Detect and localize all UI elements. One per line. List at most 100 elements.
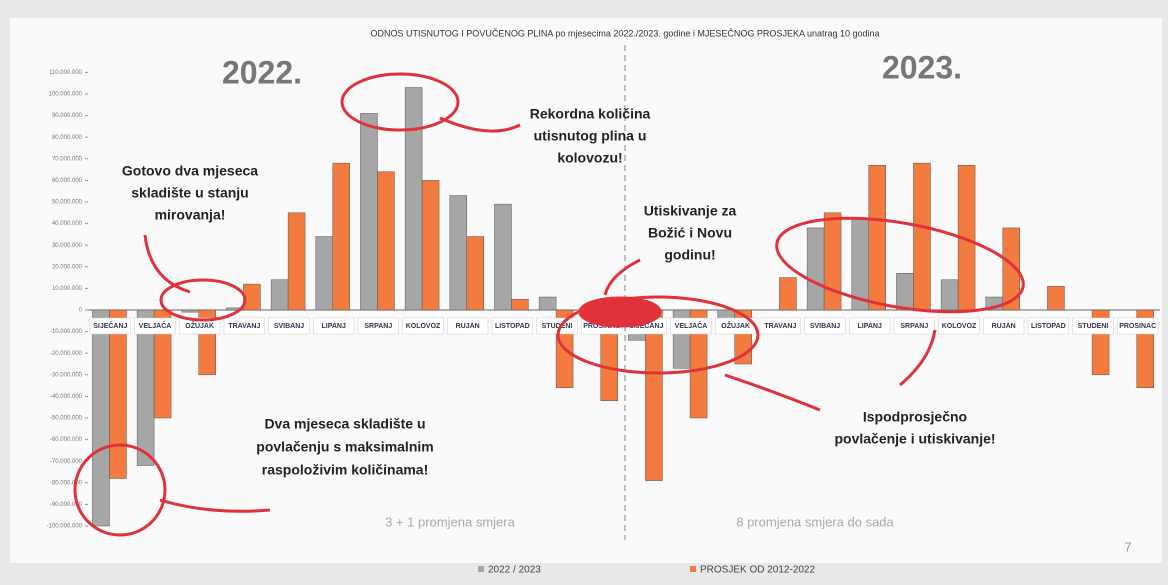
x-tick-label: KOLOVOZ <box>406 323 441 330</box>
y-tick-label: -40.000.000 <box>50 394 83 400</box>
category-box <box>447 317 489 335</box>
year-label: 2022. <box>222 54 302 90</box>
annotation: povlačenje i utiskivanje! <box>834 431 995 447</box>
annotation: raspoloživim količinama! <box>262 462 429 478</box>
y-tick-label: 0 <box>79 308 83 314</box>
page-number: 7 <box>1124 539 1131 554</box>
annotation: godinu! <box>664 247 715 263</box>
x-tick-label: SRPANJ <box>364 323 392 330</box>
arrow <box>143 234 191 294</box>
category-box <box>402 317 444 335</box>
bar <box>466 236 484 311</box>
bar <box>287 212 306 311</box>
bar <box>332 162 350 311</box>
y-tick-label: 110.000.000 <box>49 70 83 76</box>
highlight-ellipse <box>775 216 1025 314</box>
bar <box>1047 285 1065 311</box>
category-box <box>804 317 846 335</box>
x-tick-label: LIPANJ <box>321 323 345 330</box>
y-tick-label: -80.000.000 <box>50 480 83 486</box>
bar <box>779 277 797 311</box>
y-tick-label: 40.000.000 <box>52 221 83 227</box>
x-tick-label: TRAVANJ <box>228 323 260 330</box>
bar <box>181 309 200 313</box>
category-box <box>849 317 891 335</box>
annotation: Rekordna količina <box>530 106 651 122</box>
bar <box>421 180 440 311</box>
x-tick-label: LISTOPAD <box>1031 323 1066 330</box>
category-box <box>1072 317 1114 335</box>
y-tick-label: -60.000.000 <box>50 437 83 443</box>
bar <box>449 195 468 311</box>
legend: 2022 / 2023 PROSJEK OD 2012-2022 <box>478 565 815 576</box>
y-tick-label: -50.000.000 <box>50 416 83 422</box>
legend-label: PROSJEK OD 2012-2022 <box>700 565 815 576</box>
bar <box>494 203 512 311</box>
arrow <box>159 498 271 513</box>
arrow <box>899 329 937 387</box>
x-tick-label: RUJAN <box>456 323 480 330</box>
annotation: Dva mjeseca skladište u <box>264 416 425 432</box>
annotation: mirovanja! <box>155 207 226 223</box>
annotation: Gotovo dva mjeseca <box>122 163 258 179</box>
y-tick-label: 100.000.000 <box>49 92 83 98</box>
arrow <box>603 258 641 296</box>
x-tick-label: SIJEČANJ <box>93 321 127 330</box>
annotation: Utiskivanje za <box>644 203 737 219</box>
y-tick-label: -100.000.000 <box>47 524 83 530</box>
y-tick-label: -30.000.000 <box>50 372 83 378</box>
y-tick-label: 30.000.000 <box>52 243 83 249</box>
y-tick-label: 90.000.000 <box>52 113 83 119</box>
category-box <box>89 317 131 335</box>
highlight-ellipse <box>556 295 760 375</box>
x-tick-label: VELJAČA <box>139 321 172 330</box>
bar <box>940 279 959 311</box>
highlight-ellipse <box>159 278 247 322</box>
legend-swatch <box>690 566 696 572</box>
category-box <box>670 317 712 335</box>
bar <box>1002 227 1020 311</box>
x-tick-label: RUJAN <box>992 323 1016 330</box>
bar <box>868 165 886 311</box>
annotation: kolovozu! <box>557 150 622 166</box>
legend-swatch <box>478 566 484 572</box>
bar <box>896 273 914 311</box>
category-box <box>357 317 399 335</box>
x-tick-label: KOLOVOZ <box>942 323 977 330</box>
highlight-blob <box>578 296 662 328</box>
y-tick-label: -20.000.000 <box>50 351 83 357</box>
annotation: Božić i Novu <box>648 225 732 241</box>
x-tick-label: SIJEČANJ <box>629 321 663 330</box>
x-tick-label: VELJAČA <box>675 321 708 330</box>
annotation-texts: Gotovo dva mjeseca skladište u stanju mi… <box>122 106 1132 555</box>
year-label: 2023. <box>882 49 962 85</box>
category-box <box>893 317 935 335</box>
category-box <box>179 317 221 335</box>
highlight-ellipse <box>340 72 460 132</box>
x-tick-label: PROSINAC <box>583 323 620 330</box>
x-tick-label: OŽUJAK <box>185 321 214 330</box>
x-tick-label: SRPANJ <box>900 323 928 330</box>
y-tick-label: 80.000.000 <box>52 135 83 141</box>
bar <box>689 309 708 419</box>
note: 3 + 1 promjena smjera <box>385 514 515 529</box>
highlight-ellipse <box>73 443 167 537</box>
x-tick-label: STUDENI <box>542 323 573 330</box>
category-box <box>491 317 533 335</box>
arrow <box>439 116 521 133</box>
x-tick-label: LIPANJ <box>857 323 881 330</box>
category-box <box>134 317 176 335</box>
bar <box>360 113 378 311</box>
arrow <box>724 373 821 412</box>
category-box <box>983 317 1025 335</box>
bar <box>823 212 842 311</box>
y-tick-label: -70.000.000 <box>50 459 83 465</box>
category-box <box>1027 317 1069 335</box>
x-tick-label: SVIBANJ <box>274 323 304 330</box>
annotation: utisnutog plina u <box>534 128 647 144</box>
bar <box>270 279 289 311</box>
x-tick-label: TRAVANJ <box>764 323 796 330</box>
chart-title: ODNOS UTISNUTOG I POVUČENOG PLINA po mje… <box>370 28 879 38</box>
bar <box>315 236 334 311</box>
